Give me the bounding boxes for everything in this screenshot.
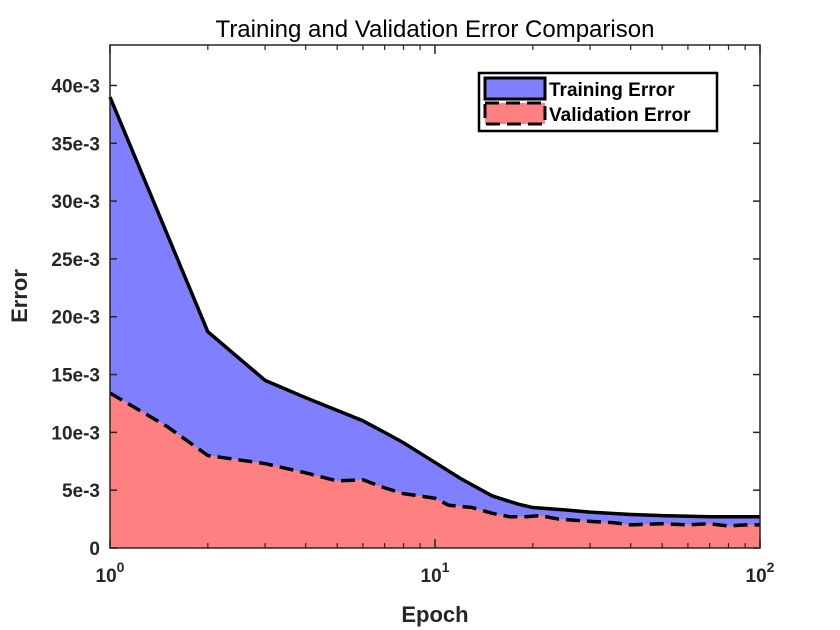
training-error-area	[110, 97, 760, 548]
x-tick-label: 102	[746, 559, 775, 587]
y-tick-label: 15e-3	[51, 366, 100, 387]
y-tick-label: 40e-3	[51, 76, 100, 97]
y-tick-label: 30e-3	[51, 192, 100, 213]
y-tick-label: 20e-3	[51, 308, 100, 329]
y-tick-label: 35e-3	[51, 134, 100, 155]
x-tick-label: 101	[421, 559, 450, 587]
y-axis-label: Error	[7, 269, 32, 323]
y-tick-label: 0	[89, 539, 100, 560]
training-error-line	[108, 96, 760, 519]
x-tick-label: 100	[96, 559, 125, 587]
y-tick-label: 5e-3	[62, 481, 100, 502]
legend-label-training-error: Training Error	[549, 80, 675, 101]
x-axis-label: Epoch	[401, 602, 468, 627]
legend: Training Error Validation Error	[477, 71, 719, 133]
y-tick-label: 10e-3	[51, 423, 100, 444]
plot-area	[108, 96, 760, 548]
axes: 100 101 102 0 5e-3 10e-3 15e-3 20e-3 25e-3 30e-3 3…	[51, 44, 775, 587]
validation-error-area	[110, 393, 760, 548]
legend-label-validation-error: Validation Error	[549, 105, 691, 126]
chart-title: Training and Validation Error Comparison	[216, 16, 655, 43]
y-tick-label: 25e-3	[51, 250, 100, 271]
validation-error-line	[109, 391, 760, 528]
legend-swatch-validation-error	[483, 101, 547, 126]
legend-swatch-training-error	[483, 76, 547, 101]
